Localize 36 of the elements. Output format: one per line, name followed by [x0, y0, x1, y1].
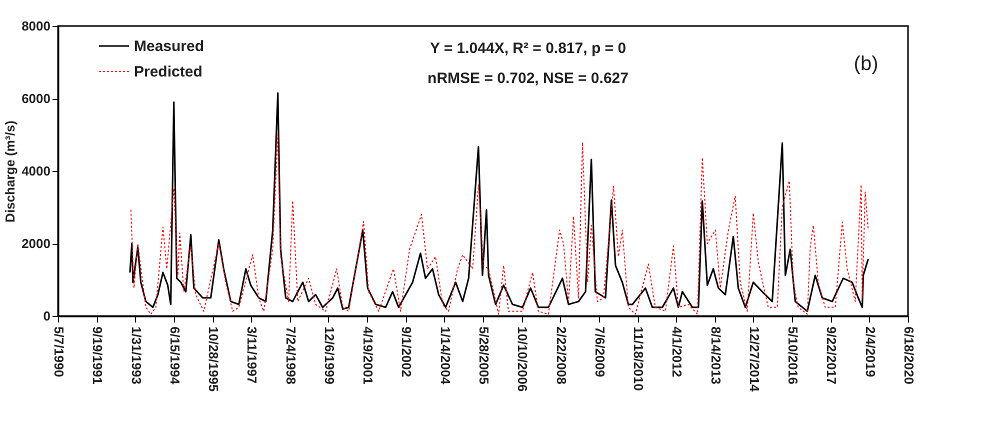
x-tick-label: 4/1/2012 — [670, 326, 685, 378]
x-tick-label: 10/28/1995 — [206, 326, 222, 392]
x-tick-label: 7/24/1998 — [283, 326, 298, 384]
y-tick-label: 0 — [43, 308, 50, 324]
x-tick-label: 4/19/2001 — [360, 326, 376, 384]
line-series — [130, 134, 869, 315]
x-tick-label: 3/11/1997 — [244, 326, 260, 384]
x-tick-label: 9/1/2002 — [399, 326, 414, 378]
y-tick-label: 6000 — [22, 91, 50, 106]
x-tick-label: 11/18/2010 — [631, 326, 646, 391]
x-tick-label: 5/7/1990 — [52, 326, 66, 378]
x-tick-label: 9/19/1991 — [90, 326, 106, 384]
x-tick-label: 1/14/2004 — [438, 326, 453, 386]
annotation: nRMSE = 0.702, NSE = 0.627 — [428, 70, 628, 87]
x-tick-label: 5/10/2016 — [786, 326, 801, 384]
x-tick-label: 2/22/2008 — [554, 326, 569, 384]
annotation: (b) — [854, 53, 878, 75]
x-tick-label: 9/22/2017 — [824, 326, 840, 384]
x-tick-label: 2/4/2019 — [862, 326, 878, 378]
y-tick-label: 8000 — [22, 18, 50, 34]
x-tick-label: 10/10/2006 — [515, 326, 530, 392]
y-tick-label: 2000 — [22, 236, 50, 251]
x-tick-label: 6/18/2020 — [902, 326, 916, 384]
x-tick-label: 8/14/2013 — [708, 326, 724, 384]
legend-label: Measured — [134, 38, 204, 55]
x-tick-label: 12/6/1999 — [322, 326, 337, 384]
x-tick-label: 6/15/1994 — [167, 326, 182, 386]
x-tick-label: 1/31/1993 — [128, 326, 144, 384]
annotation: Y = 1.044X, R² = 0.817, p = 0 — [430, 40, 626, 57]
x-tick-label: 5/28/2005 — [476, 326, 492, 384]
y-tick-label: 4000 — [22, 164, 50, 178]
legend-label: Predicted — [134, 64, 202, 80]
x-tick-label: 7/6/2009 — [592, 326, 608, 378]
x-tick-label: 12/27/2014 — [746, 326, 762, 392]
y-axis-title: Discharge (m³/s) — [2, 120, 18, 222]
line-series — [129, 92, 870, 312]
